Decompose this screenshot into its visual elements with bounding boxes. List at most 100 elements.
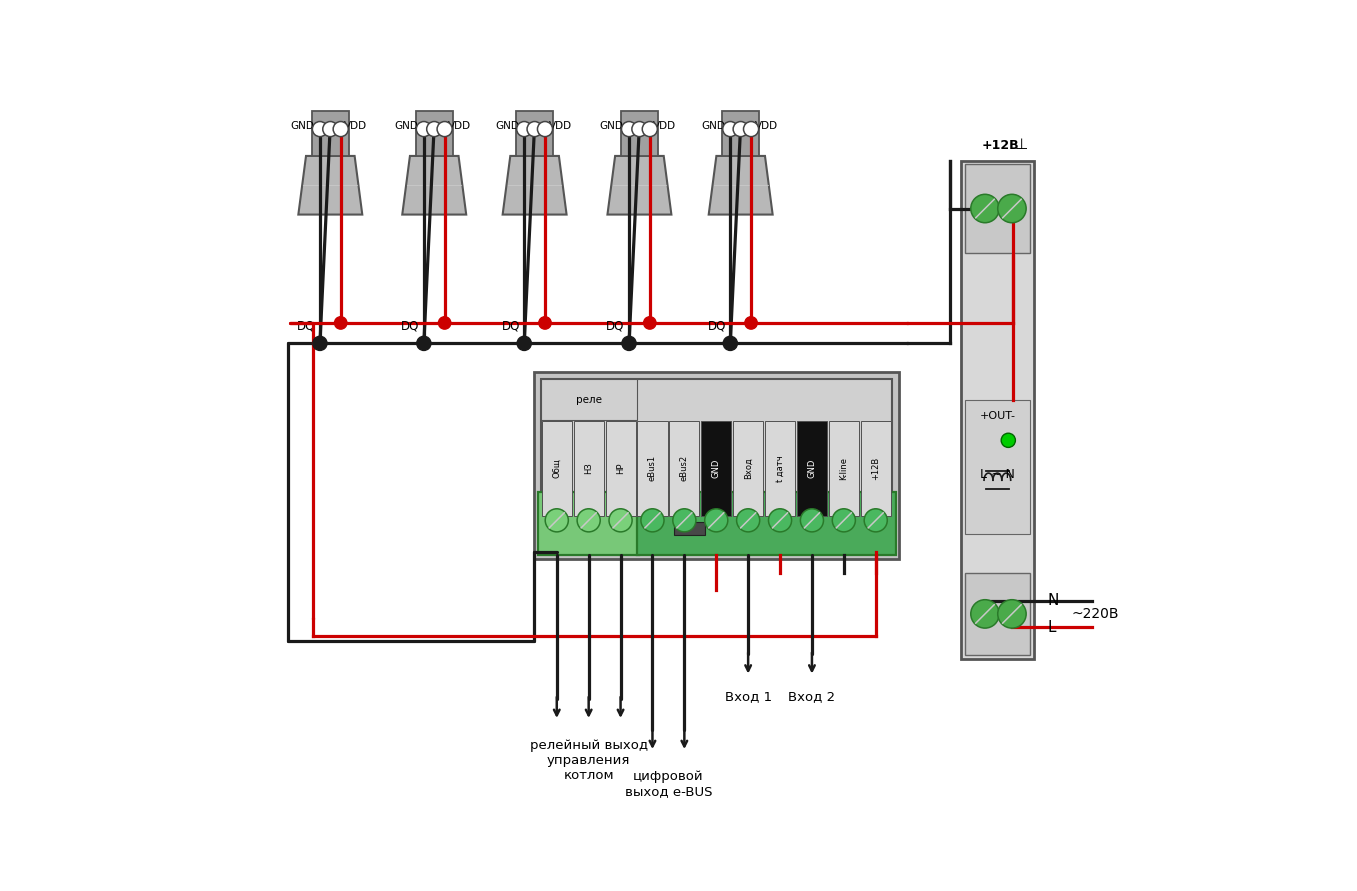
Text: Вход 2: Вход 2 (788, 690, 836, 703)
Circle shape (745, 316, 757, 329)
Circle shape (417, 336, 432, 350)
Text: VDD: VDD (345, 121, 368, 131)
Circle shape (970, 194, 999, 223)
Text: L ~ N: L ~ N (980, 468, 1015, 481)
Bar (961, 161, 1034, 658)
Circle shape (334, 316, 347, 329)
Bar (965, 164, 1030, 253)
Circle shape (864, 509, 887, 532)
Circle shape (437, 121, 452, 136)
Bar (533, 372, 898, 560)
Text: eBus1: eBus1 (647, 455, 657, 481)
Circle shape (517, 336, 532, 350)
Circle shape (622, 121, 636, 136)
Text: VDD: VDD (548, 121, 571, 131)
Text: K-line: K-line (840, 457, 848, 480)
Bar (797, 421, 826, 516)
Text: t датч: t датч (776, 455, 784, 482)
Circle shape (517, 121, 532, 136)
Text: N: N (1048, 593, 1058, 608)
Text: GND: GND (495, 121, 518, 131)
Circle shape (527, 121, 543, 136)
Text: DQ: DQ (501, 320, 520, 332)
Polygon shape (502, 156, 567, 215)
Text: +12В: +12В (981, 139, 1019, 152)
Text: НЗ: НЗ (584, 462, 593, 474)
Circle shape (704, 509, 727, 532)
Text: Вход 1: Вход 1 (725, 690, 772, 703)
Bar (722, 111, 759, 156)
Text: GND: GND (395, 121, 418, 131)
Text: DQ: DQ (297, 320, 315, 332)
Bar (622, 111, 658, 156)
Bar (965, 573, 1030, 655)
Bar (765, 421, 795, 516)
Circle shape (723, 121, 738, 136)
Bar (415, 111, 453, 156)
Circle shape (417, 121, 432, 136)
Text: Общ: Общ (552, 459, 562, 478)
Circle shape (744, 121, 759, 136)
Text: GND: GND (600, 121, 624, 131)
Text: Вход: Вход (744, 457, 753, 479)
Circle shape (313, 336, 327, 350)
Polygon shape (402, 156, 467, 215)
Text: НР: НР (616, 462, 626, 474)
Bar (674, 522, 706, 535)
Text: DQ: DQ (402, 320, 419, 332)
Circle shape (641, 509, 664, 532)
Circle shape (438, 316, 451, 329)
Circle shape (1001, 433, 1015, 447)
Circle shape (622, 336, 636, 350)
Text: VDD: VDD (653, 121, 677, 131)
Circle shape (537, 121, 552, 136)
Text: релейный выход
управления
котлом: релейный выход управления котлом (529, 739, 647, 781)
Text: eBus2: eBus2 (680, 455, 689, 481)
Circle shape (832, 509, 855, 532)
Circle shape (737, 509, 760, 532)
Bar (541, 421, 571, 516)
Text: VDD: VDD (754, 121, 778, 131)
Bar (312, 111, 349, 156)
Text: L: L (1048, 620, 1056, 634)
Bar (516, 111, 554, 156)
Circle shape (970, 600, 999, 628)
Circle shape (539, 316, 551, 329)
Bar (539, 492, 639, 555)
Circle shape (323, 121, 338, 136)
Text: DQ: DQ (607, 320, 624, 332)
Text: реле: реле (575, 395, 601, 405)
Circle shape (312, 121, 327, 136)
Circle shape (801, 509, 824, 532)
Bar (669, 421, 699, 516)
Text: GND: GND (712, 459, 721, 478)
Circle shape (577, 509, 600, 532)
Circle shape (723, 336, 737, 350)
Polygon shape (299, 156, 362, 215)
Text: GND: GND (702, 121, 725, 131)
Polygon shape (708, 156, 772, 215)
Circle shape (768, 509, 791, 532)
Circle shape (632, 121, 647, 136)
Circle shape (997, 194, 1026, 223)
Circle shape (643, 316, 655, 329)
Polygon shape (608, 156, 672, 215)
Bar (829, 421, 859, 516)
Text: ⊥: ⊥ (1015, 137, 1027, 152)
Bar (541, 379, 636, 421)
Text: +12В: +12В (871, 457, 881, 480)
Bar (860, 421, 890, 516)
Text: цифровой
выход e-BUS: цифровой выход e-BUS (624, 770, 712, 797)
Circle shape (642, 121, 657, 136)
Circle shape (546, 509, 569, 532)
Bar (702, 421, 731, 516)
Bar (574, 421, 604, 516)
Circle shape (673, 509, 696, 532)
Circle shape (426, 121, 442, 136)
Bar (541, 379, 892, 517)
Text: ~220В: ~220В (1072, 607, 1120, 621)
Circle shape (733, 121, 748, 136)
Text: GND: GND (290, 121, 315, 131)
Bar (965, 400, 1030, 535)
Circle shape (334, 121, 349, 136)
